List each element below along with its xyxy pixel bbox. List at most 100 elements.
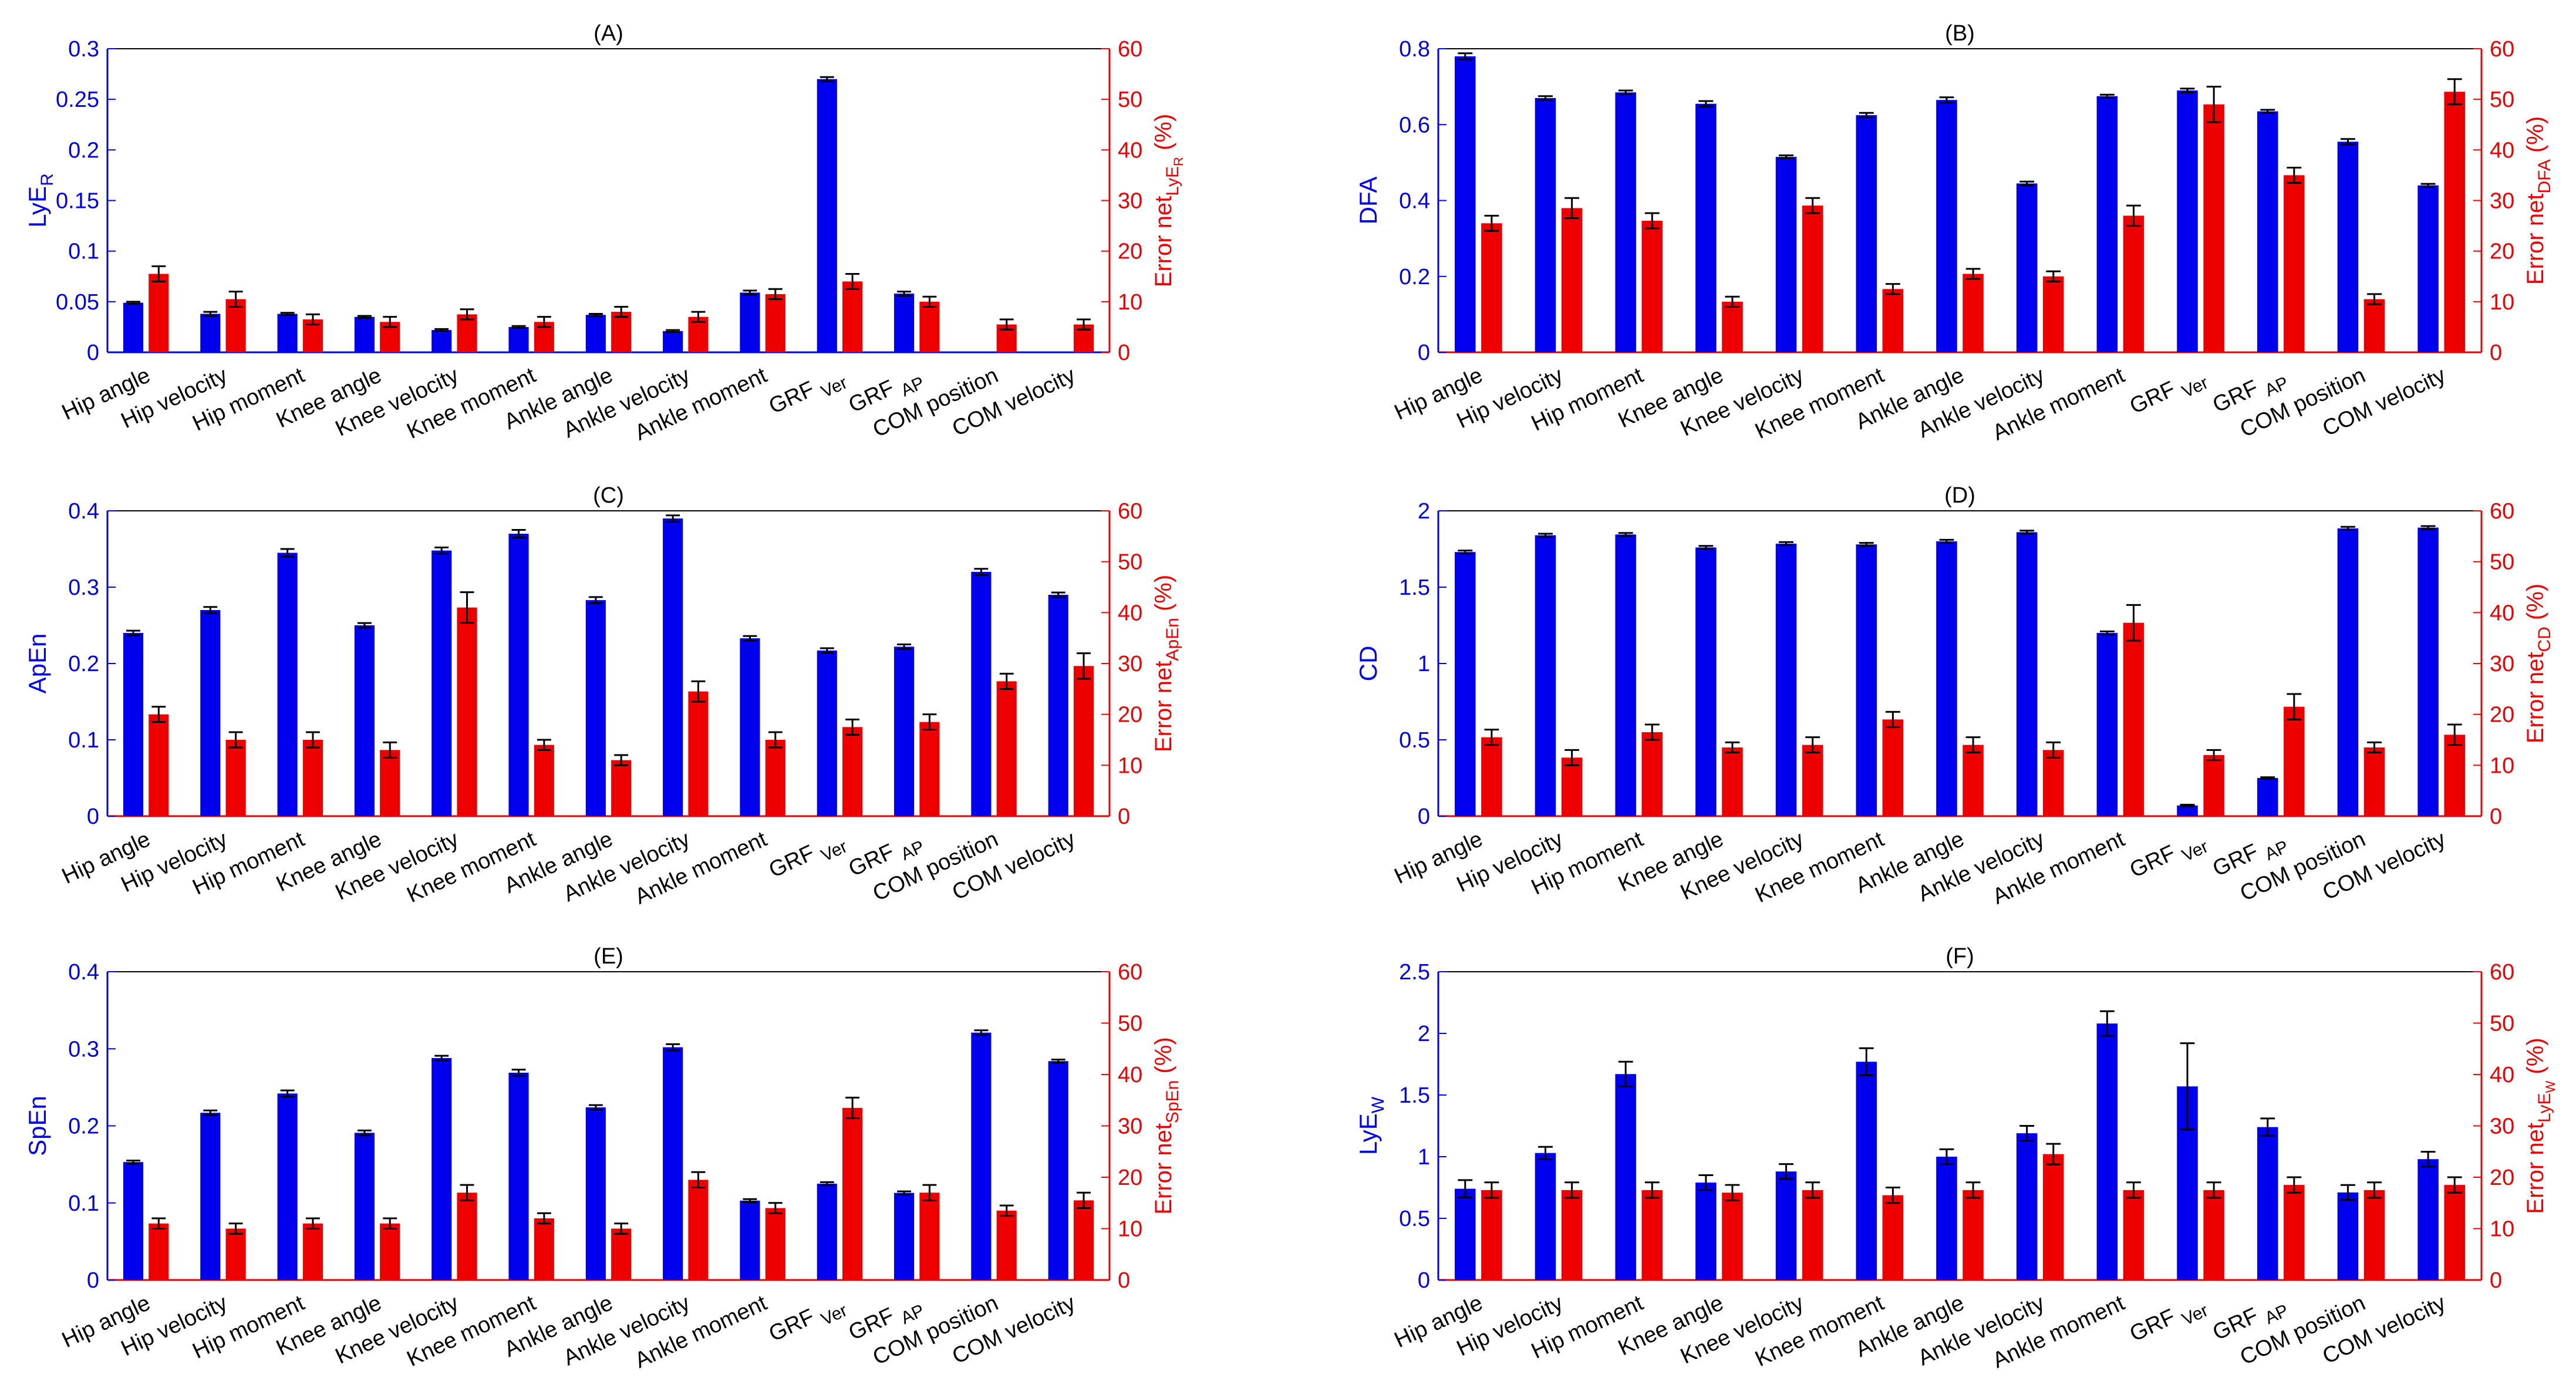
bar-primary <box>277 1093 298 1280</box>
y-tick-label-left: 0.05 <box>56 290 99 315</box>
bar-secondary <box>2363 1190 2385 1280</box>
y-tick-label-right: 50 <box>1118 550 1142 575</box>
bar-primary <box>1775 157 1797 352</box>
bar-primary <box>431 550 452 816</box>
bar-secondary <box>919 1192 940 1280</box>
y-axis-label-base: LyE <box>23 186 51 228</box>
bar-primary <box>2417 1159 2439 1280</box>
y-axis-label-right-suffix: (%) <box>2523 1037 2548 1080</box>
y-tick-label-right: 10 <box>2490 1217 2514 1242</box>
bar-primary <box>1856 1062 1877 1280</box>
x-tick-label-sub: Ver <box>2179 373 2211 402</box>
bar-primary <box>277 553 298 816</box>
bar-secondary <box>1802 206 1823 352</box>
y-tick-label-left: 2 <box>1418 1022 1430 1046</box>
y-axis-label-right-sub: DFA <box>2535 159 2554 193</box>
y-tick-label-left: 0.4 <box>1399 189 1430 214</box>
y-tick-label-left: 0.1 <box>68 240 99 264</box>
bar-primary <box>2417 527 2439 816</box>
bar-primary <box>971 1032 992 1280</box>
y-axis-label-right-suffix: (%) <box>1151 575 1176 618</box>
y-tick-label-right: 0 <box>2490 804 2502 829</box>
x-tick-label: GRF Ver <box>765 363 850 425</box>
bar-secondary <box>457 314 477 352</box>
y-axis-label-right-sub: LyE <box>1163 166 1182 196</box>
y-axis-label-right-sub2: R <box>1171 157 1186 166</box>
y-tick-label-left: 2.5 <box>1399 960 1430 985</box>
y-tick-label-left: 0.5 <box>1399 1207 1430 1231</box>
bar-secondary <box>688 691 709 816</box>
bar-secondary <box>1561 1190 1583 1280</box>
bar-primary <box>1535 535 1556 816</box>
y-tick-label-right: 20 <box>1118 240 1142 264</box>
bar-primary <box>2096 633 2118 816</box>
bar-primary <box>740 638 760 816</box>
bar-secondary <box>996 1210 1017 1280</box>
bar-primary <box>2096 96 2118 352</box>
x-tick-label: Ankle moment <box>1989 1291 2129 1373</box>
x-tick-label-base: GRF <box>2126 838 2185 882</box>
chart-title: (A) <box>594 21 623 46</box>
bar-secondary <box>996 681 1017 816</box>
bar-primary <box>1695 547 1717 816</box>
y-axis-label-right-suffix: (%) <box>2523 584 2548 626</box>
bar-primary <box>354 316 375 352</box>
bar-primary <box>1455 552 1476 816</box>
y-tick-label-left: 0.3 <box>68 575 99 600</box>
chart-title: (B) <box>1945 21 1975 46</box>
bar-secondary <box>2363 747 2385 816</box>
chart-title: (E) <box>594 944 623 969</box>
bar-primary <box>2016 1133 2038 1280</box>
bar-primary <box>1695 103 1717 353</box>
bar-secondary <box>1882 1195 1904 1280</box>
y-tick-label-right: 30 <box>1118 189 1142 214</box>
y-tick-label-right: 30 <box>1118 1114 1142 1139</box>
bar-secondary <box>611 312 632 352</box>
bar-primary <box>1775 1171 1797 1280</box>
bar-primary <box>893 294 915 352</box>
bar-secondary <box>765 1208 785 1280</box>
y-tick-label-left: 0.1 <box>68 1191 99 1216</box>
y-tick-label-left: 0.3 <box>68 37 99 62</box>
y-tick-label-right: 40 <box>2490 601 2514 625</box>
y-tick-label-left: 0.15 <box>56 189 99 214</box>
y-axis-label-right-suffix: (%) <box>1151 1037 1176 1080</box>
y-tick-label-left: 0.2 <box>68 1114 99 1139</box>
y-tick-label-right: 50 <box>1118 1012 1142 1036</box>
bar-primary <box>2417 185 2439 352</box>
y-axis-label-left: CD <box>1354 646 1382 682</box>
y-tick-label-left: 0.3 <box>68 1037 99 1062</box>
y-tick-label-right: 20 <box>2490 240 2514 264</box>
bar-secondary <box>2042 750 2064 816</box>
y-tick-label-left: 0.2 <box>68 138 99 163</box>
y-tick-label-left: 0 <box>87 341 99 365</box>
bar-secondary <box>1561 757 1583 816</box>
bar-secondary <box>1073 1200 1094 1280</box>
bar-secondary <box>1481 223 1502 352</box>
bar-secondary <box>842 1107 863 1280</box>
bar-primary <box>200 610 221 816</box>
bar-primary <box>2016 183 2038 352</box>
y-tick-label-right: 50 <box>1118 87 1142 112</box>
bar-secondary <box>2042 1154 2064 1280</box>
bar-primary <box>2337 1192 2359 1280</box>
bar-primary <box>1615 534 1636 816</box>
bar-secondary <box>1641 220 1663 352</box>
y-axis-label-left: DFA <box>1354 177 1382 225</box>
y-tick-label-left: 0 <box>87 1268 99 1293</box>
bar-secondary <box>380 1223 400 1280</box>
bar-secondary <box>1641 1190 1663 1280</box>
bar-primary <box>2257 1127 2278 1280</box>
y-tick-label-left: 0.8 <box>1399 37 1430 62</box>
bar-secondary <box>1641 732 1663 816</box>
y-tick-label-right: 10 <box>2490 753 2514 778</box>
y-axis-label-base: SpEn <box>23 1096 51 1156</box>
bar-secondary <box>2284 1185 2305 1280</box>
y-axis-label-right-sub2: W <box>2543 1080 2558 1093</box>
y-axis-label-left: LyEW <box>1354 1096 1388 1155</box>
bar-secondary <box>919 722 940 816</box>
y-tick-label-right: 30 <box>2490 189 2514 214</box>
y-tick-label-right: 30 <box>2490 1114 2514 1139</box>
bar-secondary <box>225 740 246 816</box>
